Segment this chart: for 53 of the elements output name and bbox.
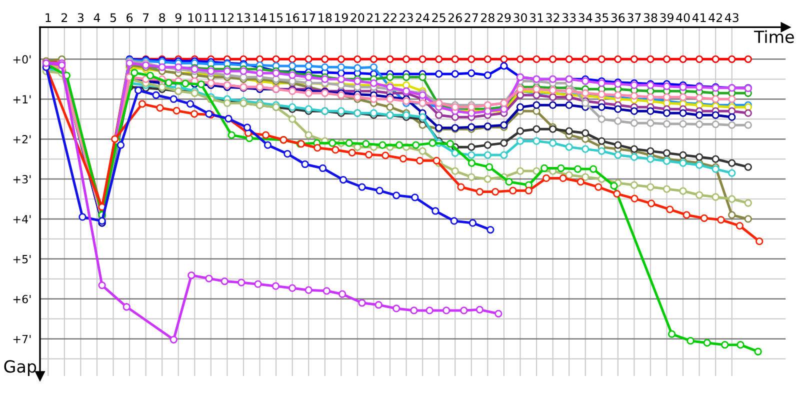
x-tick-label: 23	[400, 13, 413, 22]
x-tick-label: 32	[546, 13, 560, 22]
x-tick-label: 29	[497, 13, 511, 22]
x-tick-label: 36	[611, 13, 625, 22]
x-tick-label: 39	[660, 13, 674, 22]
x-tick-label: 40	[676, 13, 690, 22]
y-tick-label: +2'	[13, 135, 31, 144]
x-tick-label: 8	[159, 13, 166, 22]
x-tick-label: 9	[175, 13, 182, 22]
x-tick-label: 7	[143, 13, 149, 22]
x-tick-label: 19	[334, 13, 348, 22]
x-tick-label: 27	[464, 13, 478, 22]
y-tick-label: +6'	[13, 294, 31, 304]
y-tick-label: +0'	[13, 55, 31, 64]
x-tick-label: 34	[578, 13, 592, 22]
x-tick-label: 25	[432, 13, 446, 22]
y-tick-label: +7'	[13, 334, 31, 344]
x-tick-label: 20	[350, 13, 364, 22]
x-tick-label: 13	[237, 13, 250, 22]
y-tick-label: +4'	[13, 215, 31, 224]
x-tick-label: 30	[514, 13, 527, 22]
y-axis-title: Gap	[4, 360, 36, 376]
x-tick-label: 4	[94, 13, 100, 22]
x-tick-label: 3	[78, 13, 84, 22]
x-tick-label: 35	[595, 13, 608, 22]
y-tick-label: +5'	[13, 255, 31, 264]
x-tick-label: 11	[204, 13, 218, 22]
x-axis-title: Time	[754, 30, 794, 44]
x-tick-label: 37	[628, 13, 641, 22]
x-tick-label: 31	[530, 13, 543, 22]
y-tick-label: +3'	[13, 175, 31, 184]
x-tick-label: 12	[221, 13, 234, 22]
x-tick-label: 2	[62, 13, 67, 22]
x-tick-label: 18	[318, 13, 332, 22]
x-tick-label: 14	[254, 13, 267, 22]
x-tick-label: 42	[708, 13, 722, 22]
x-tick-label: 28	[481, 13, 494, 22]
y-tick-label: +1'	[13, 95, 31, 104]
x-tick-label: 17	[302, 13, 316, 22]
x-tick-label: 43	[724, 13, 738, 22]
x-tick-label: 15	[270, 13, 283, 22]
x-tick-label: 1	[46, 13, 51, 22]
x-tick-label: 41	[692, 13, 706, 22]
x-tick-label: 22	[383, 13, 396, 22]
x-tick-label: 10	[188, 13, 202, 22]
x-tick-label: 6	[126, 13, 133, 22]
x-tick-label: 33	[562, 13, 576, 22]
x-tick-label: 24	[416, 13, 430, 22]
x-tick-label: 5	[110, 13, 116, 22]
x-tick-label: 38	[644, 13, 658, 22]
x-tick-label: 26	[448, 13, 462, 22]
x-tick-label: 16	[286, 13, 300, 22]
x-tick-label: 21	[367, 13, 380, 22]
